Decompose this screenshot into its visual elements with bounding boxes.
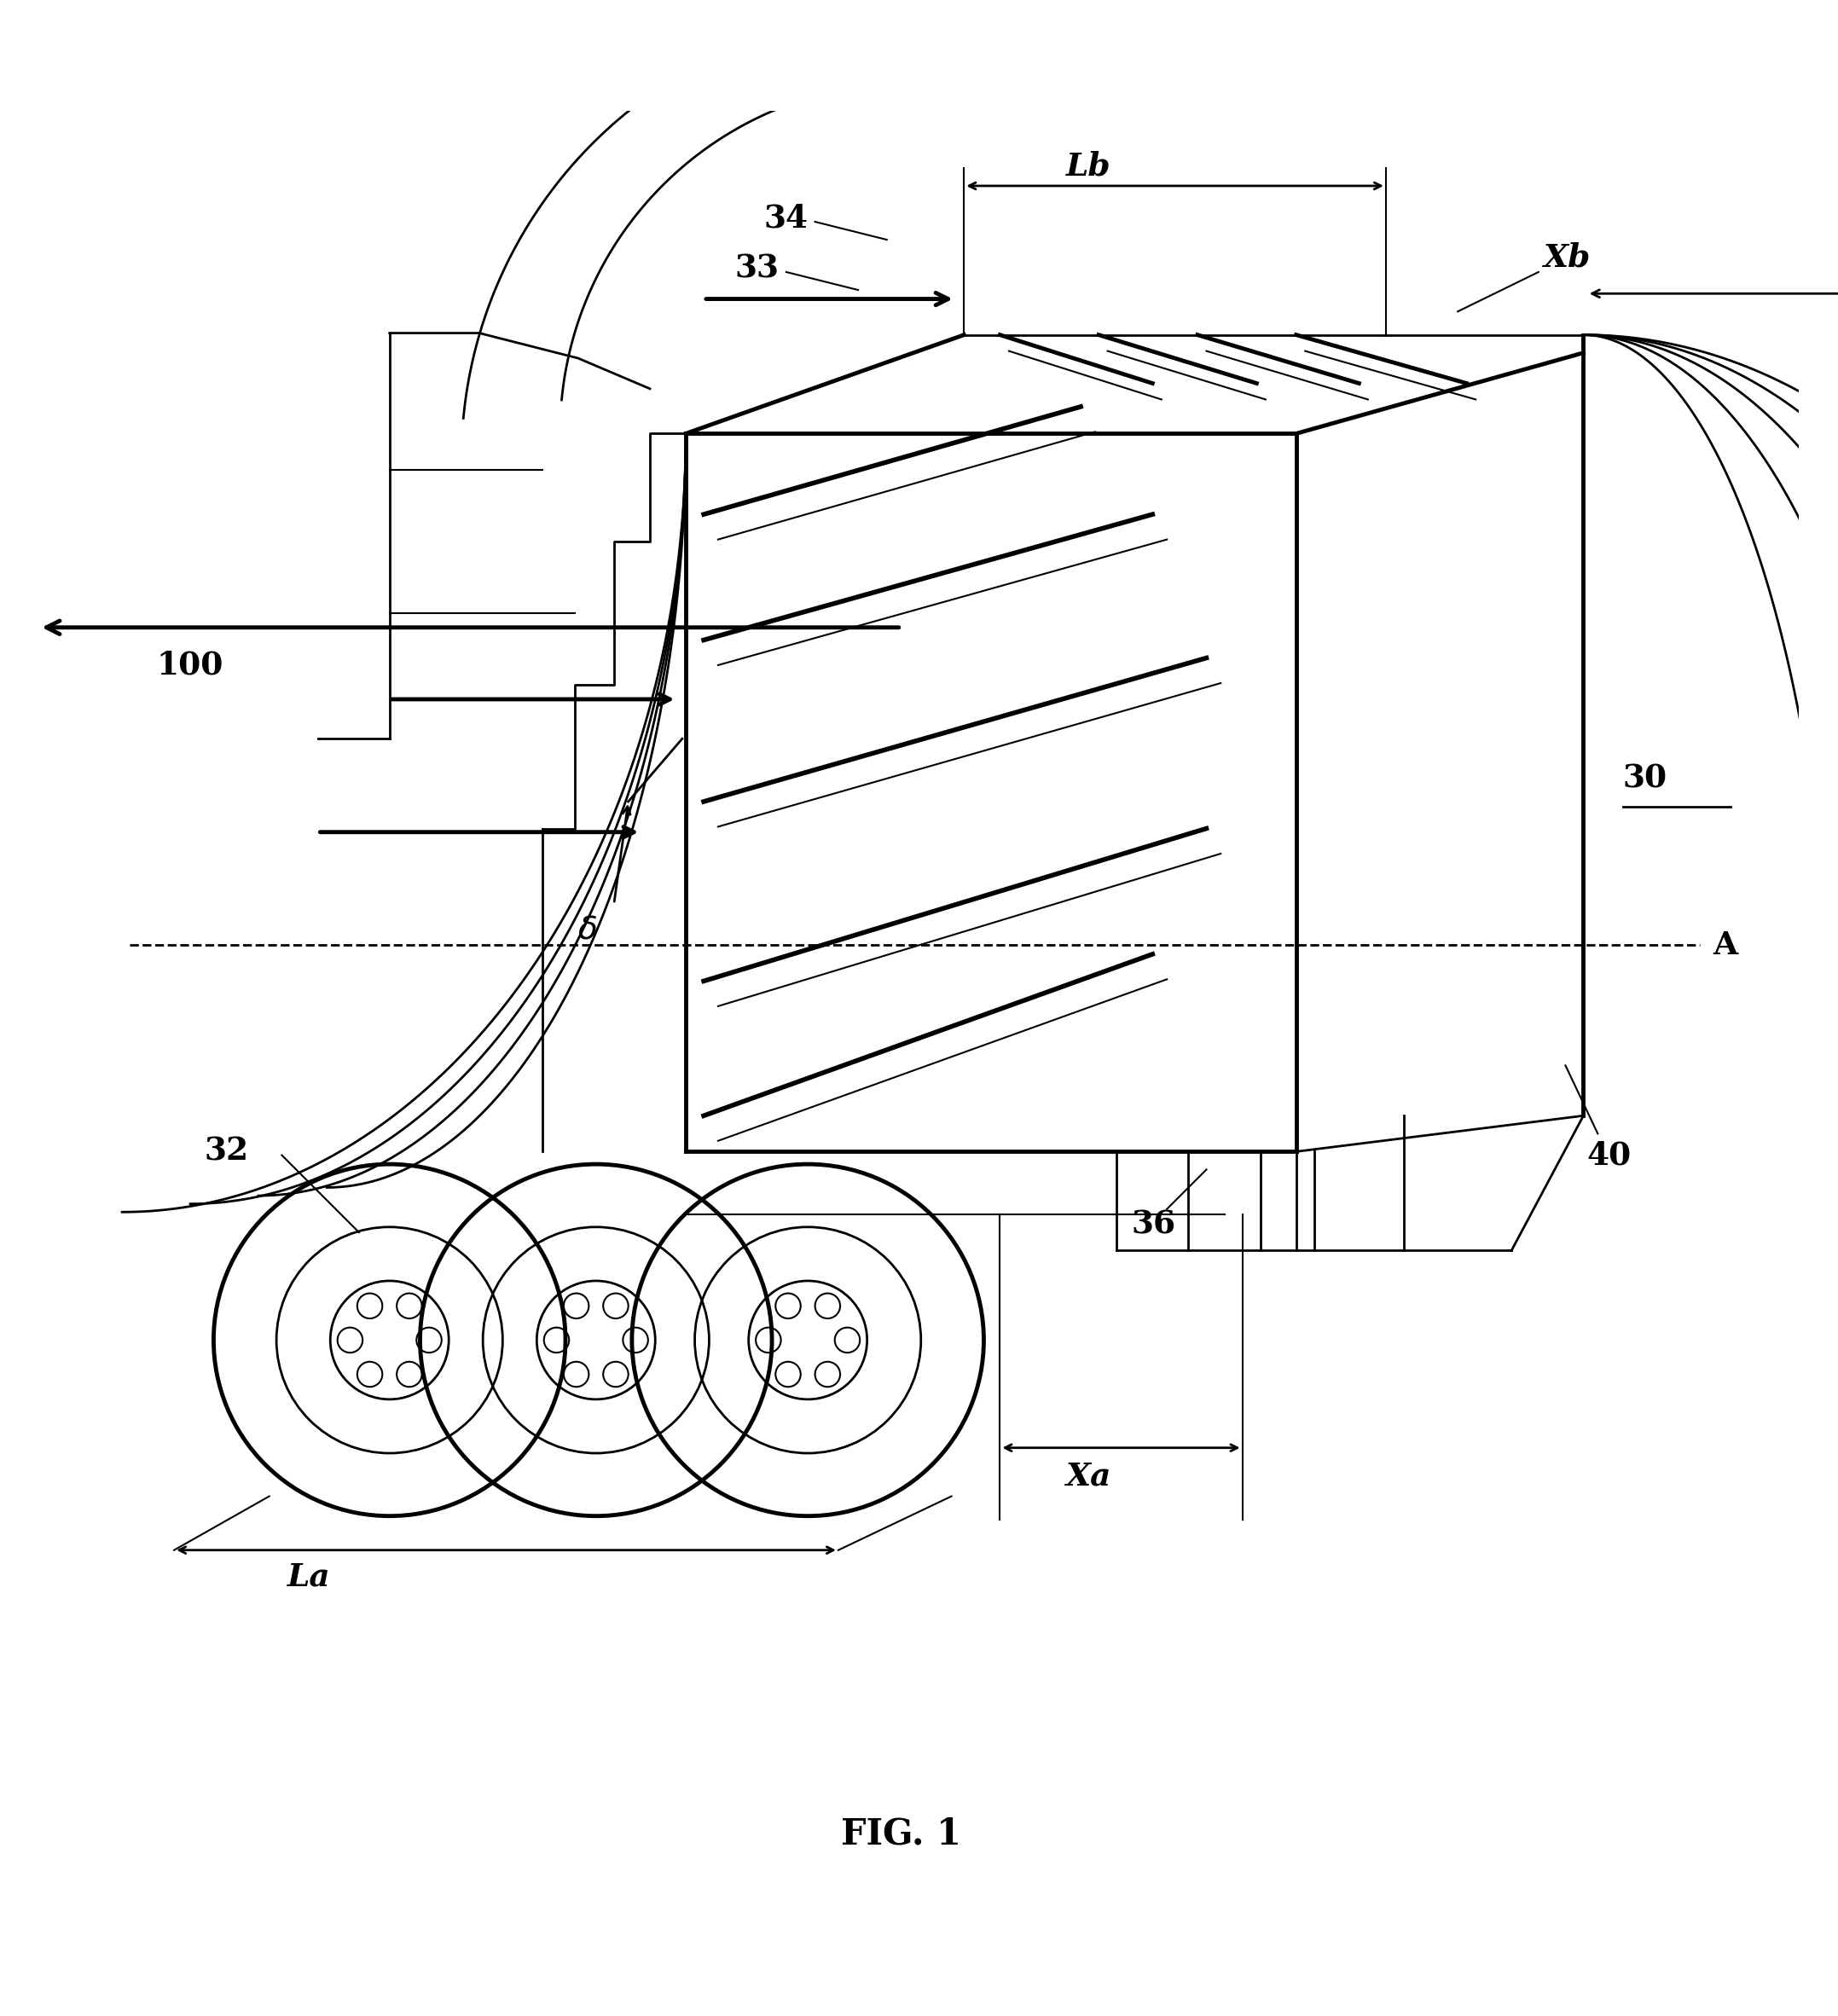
Text: 30: 30 [1623,762,1667,794]
Text: 32: 32 [204,1135,250,1167]
Text: Xa: Xa [1066,1460,1112,1492]
Text: 36: 36 [1130,1210,1176,1240]
Text: La: La [287,1560,331,1593]
Text: 34: 34 [763,202,809,234]
Text: 33: 33 [735,252,779,284]
Text: FIG. 1: FIG. 1 [842,1816,961,1851]
Text: Xb: Xb [1544,242,1592,274]
Text: 100: 100 [156,649,222,681]
Text: A: A [1713,929,1737,962]
Text: $\delta$: $\delta$ [577,915,597,946]
Text: Lb: Lb [1066,151,1112,181]
Text: 40: 40 [1586,1139,1632,1171]
